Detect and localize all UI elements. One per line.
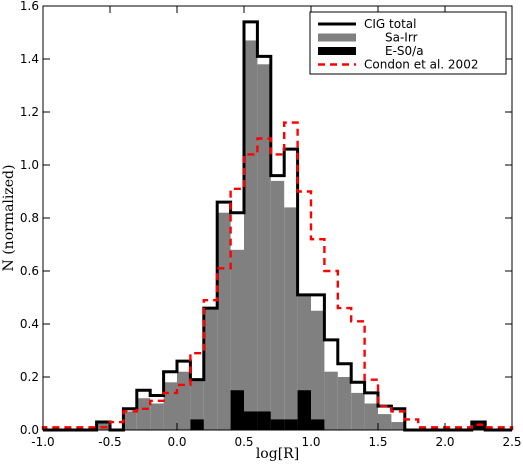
axis-ticks: -1.0 -0.5 0.0 0.5 1.0 1.5 2.0 2.5 0.0 0.2 0.4 0.6 0.…	[20, 0, 522, 449]
legend-swatch-e-s0-a	[318, 47, 356, 55]
bar-e-s0-a-20	[311, 419, 325, 430]
bar-sa-irr-7	[136, 398, 151, 430]
bar-sa-irr-23	[351, 392, 365, 430]
bar-sa-irr-14	[230, 249, 244, 430]
bar-sa-irr-26	[391, 422, 405, 430]
bar-e-s0-a-32	[471, 422, 486, 430]
bar-sa-irr-24	[364, 403, 378, 430]
bar-sa-irr-16	[257, 64, 271, 431]
bar-sa-irr-20	[311, 310, 325, 430]
bar-sa-irr-6	[123, 411, 137, 430]
legend-label-condon-et-al-2002: Condon et al. 2002	[364, 58, 478, 72]
legend-label-cig-total: CIG total	[364, 17, 416, 31]
bar-e-s0-a-16	[257, 411, 271, 430]
bar-sa-irr-25	[378, 414, 392, 430]
y-tick-label: 0.4	[20, 317, 39, 331]
bar-sa-irr-9	[163, 382, 177, 430]
bar-sa-irr-18	[284, 207, 298, 430]
bar-sa-irr-12	[203, 308, 218, 430]
bar-e-s0-a-14	[230, 390, 244, 430]
y-tick-label: 1.6	[20, 0, 39, 13]
bar-sa-irr-8	[150, 403, 164, 430]
series-line-condon-et-al-2002	[41, 121, 514, 430]
y-tick-label: 0.0	[20, 423, 39, 437]
x-tick-label: 1.0	[301, 435, 320, 449]
bar-e-s0-a-17	[270, 419, 285, 430]
plot-area	[41, 20, 514, 432]
x-axis-label: log[R]	[256, 446, 299, 462]
y-tick-label: 0.2	[20, 370, 39, 384]
bar-e-s0-a-18	[284, 419, 298, 430]
x-tick-label: 1.5	[368, 435, 387, 449]
x-tick-label: 2.0	[435, 435, 454, 449]
bar-sa-irr-13	[217, 212, 231, 430]
bar-sa-irr-11	[190, 379, 204, 430]
bar-sa-irr-15	[244, 40, 258, 430]
bar-sa-irr-10	[177, 371, 191, 430]
bar-e-s0-a-11	[190, 419, 204, 430]
bar-e-s0-a-19	[297, 390, 311, 430]
bar-sa-irr-21	[324, 371, 338, 430]
bar-sa-irr-22	[337, 377, 352, 430]
x-tick-label: 2.5	[502, 435, 521, 449]
legend-label-e-s0-a: E-S0/a	[385, 44, 424, 58]
y-axis-label: N (normalized)	[1, 165, 17, 272]
bar-sa-irr-4	[96, 422, 110, 430]
x-tick-label: -0.5	[98, 435, 121, 449]
legend-swatch-sa-irr	[318, 33, 356, 42]
y-tick-label: 1.0	[20, 158, 39, 172]
legend-label-sa-irr: Sa-Irr	[385, 31, 418, 45]
bar-sa-irr-17	[270, 180, 285, 430]
y-tick-label: 0.6	[20, 264, 39, 278]
y-tick-label: 0.8	[20, 211, 39, 225]
y-tick-label: 1.4	[20, 52, 39, 66]
x-tick-label: 0.0	[167, 435, 186, 449]
x-tick-label: -1.0	[31, 435, 54, 449]
x-tick-label: 0.5	[234, 435, 253, 449]
y-tick-label: 1.2	[20, 105, 39, 119]
bar-e-s0-a-15	[244, 411, 258, 430]
